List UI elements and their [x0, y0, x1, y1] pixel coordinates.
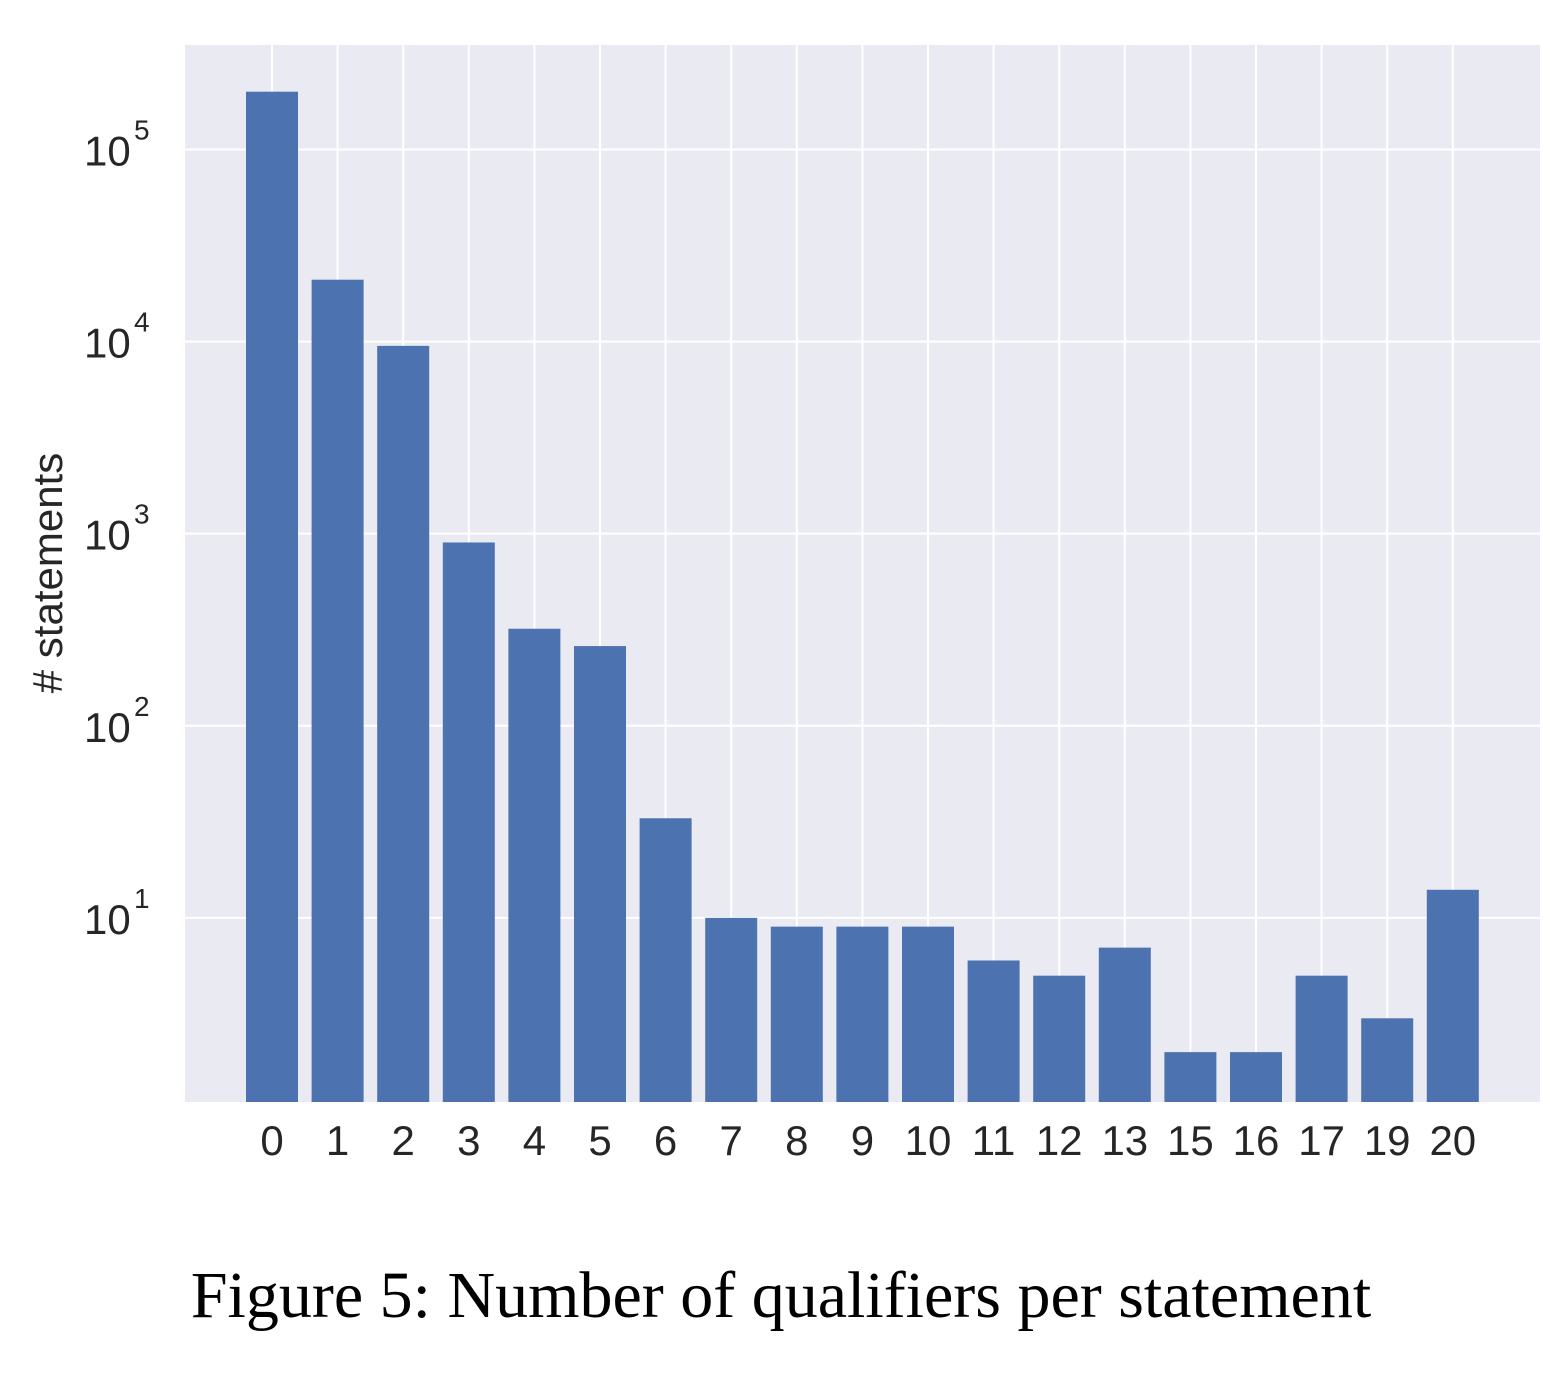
x-tick-label: 1	[326, 1117, 349, 1164]
x-tick-label: 6	[654, 1117, 677, 1164]
bar-4	[508, 628, 561, 1102]
bar-17	[1295, 975, 1348, 1102]
x-tick-label: 13	[1101, 1117, 1148, 1164]
y-tick-exponent: 2	[134, 691, 150, 722]
bar-1	[311, 279, 364, 1102]
y-tick-exponent: 1	[134, 883, 150, 914]
x-tick-label: 4	[523, 1117, 546, 1164]
bar-7	[705, 917, 758, 1102]
bar-2	[377, 345, 430, 1102]
bar-20	[1426, 889, 1479, 1102]
y-tick-label: 10	[84, 704, 131, 751]
y-axis-label: # statements	[24, 453, 71, 693]
bar-12	[1033, 975, 1086, 1102]
x-tick-label: 7	[720, 1117, 743, 1164]
y-tick-label: 10	[84, 512, 131, 559]
y-tick-exponent: 5	[134, 115, 150, 146]
x-tick-label: 0	[260, 1117, 283, 1164]
figure-caption: Figure 5: Number of qualifiers per state…	[190, 1259, 1372, 1332]
x-tick-label: 17	[1298, 1117, 1345, 1164]
y-tick-exponent: 4	[134, 307, 150, 338]
x-tick-label: 11	[972, 1117, 1016, 1164]
x-tick-label: 2	[392, 1117, 415, 1164]
bar-15	[1164, 1052, 1217, 1102]
x-tick-label: 20	[1429, 1117, 1476, 1164]
y-tick-label: 10	[84, 320, 131, 367]
x-tick-label: 10	[905, 1117, 952, 1164]
x-tick-label: 15	[1167, 1117, 1214, 1164]
x-tick-label: 16	[1233, 1117, 1280, 1164]
bar-8	[770, 926, 823, 1102]
x-tick-label: 19	[1364, 1117, 1411, 1164]
bar-10	[902, 926, 954, 1102]
bar-19	[1361, 1018, 1414, 1102]
x-tick-label: 8	[785, 1117, 808, 1164]
x-tick-label: 3	[457, 1117, 480, 1164]
x-tick-label: 5	[588, 1117, 611, 1164]
bar-5	[574, 646, 626, 1102]
x-tick-label: 12	[1036, 1117, 1083, 1164]
bar-0	[246, 91, 298, 1102]
y-tick-label: 10	[84, 896, 131, 943]
bar-3	[442, 542, 495, 1102]
bar-13	[1098, 947, 1151, 1102]
y-tick-exponent: 3	[134, 499, 150, 530]
bar-6	[639, 818, 692, 1102]
bar-11	[967, 960, 1020, 1102]
x-tick-label: 9	[851, 1117, 874, 1164]
bar-16	[1230, 1052, 1282, 1102]
y-tick-label: 10	[84, 128, 131, 175]
bar-9	[836, 926, 889, 1102]
x-tick-labels: 0 1 2 3 4 5 6 7 8 9 10 11 12 13 15 16 17 19 20	[260, 1117, 1476, 1164]
bars	[246, 91, 1479, 1102]
